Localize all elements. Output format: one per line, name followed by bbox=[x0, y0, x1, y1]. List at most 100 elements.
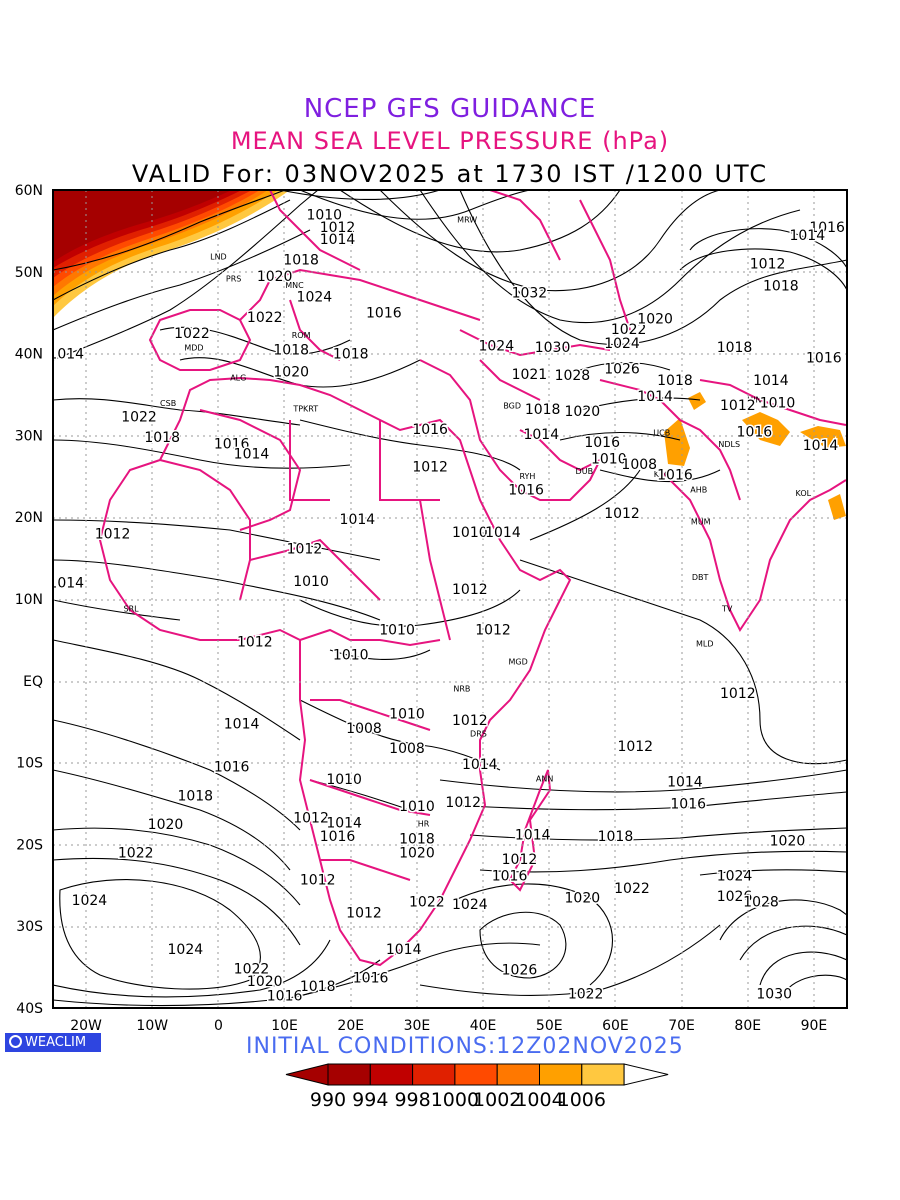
isobar-label: 1022 bbox=[118, 846, 154, 862]
isobar-label: 1018 bbox=[333, 347, 369, 363]
station-labels: MRW LND PRS MNC ROM MDD ALG CSB TPKRT BGD RYH DUB UC… bbox=[124, 216, 812, 829]
isobar-label: 1014 bbox=[224, 716, 260, 732]
isobar-label: 1016 bbox=[412, 422, 448, 438]
isobar-label: 1020 bbox=[247, 974, 283, 990]
isobar-label: 1022 bbox=[611, 322, 647, 338]
isobar-label: 1014 bbox=[326, 815, 362, 831]
station-code: LND bbox=[210, 253, 227, 262]
lat-label: 30N bbox=[15, 428, 43, 444]
isobar-label: 1016 bbox=[366, 306, 402, 322]
isobar-label: 1014 bbox=[48, 576, 84, 592]
lat-label: 30S bbox=[16, 919, 43, 935]
map-frame bbox=[52, 189, 848, 1009]
legend-label: 998 bbox=[394, 1089, 430, 1111]
lon-label: 60E bbox=[602, 1018, 629, 1034]
isobar-label: 1010 bbox=[591, 451, 627, 467]
isobar-labels: 1010101210141018102010241016103210221022… bbox=[48, 206, 847, 1006]
station-code: MNC bbox=[285, 281, 304, 290]
isobar-label: 1014 bbox=[803, 438, 839, 454]
isobar-label: 1010 bbox=[306, 208, 342, 224]
isobar-label: 1022 bbox=[234, 962, 270, 978]
isobar-label: 1020 bbox=[770, 833, 806, 849]
isobar-label: 1014 bbox=[667, 774, 703, 790]
isobar-label: 1018 bbox=[598, 829, 634, 845]
isobar-label: 1018 bbox=[144, 430, 180, 446]
isobar-label: 1012 bbox=[750, 257, 786, 273]
lat-label: 50N bbox=[15, 265, 43, 281]
station-code: SRL bbox=[124, 604, 140, 613]
station-code: TPKRT bbox=[292, 405, 318, 414]
isobar-label: 1012 bbox=[452, 582, 488, 598]
lon-label: 70E bbox=[668, 1018, 695, 1034]
isobar-label: 1022 bbox=[409, 895, 445, 911]
isobar-label: 1016 bbox=[353, 971, 389, 987]
lon-label: 40E bbox=[470, 1018, 497, 1034]
longitude-labels: 20W 10W 0 10E 20E 30E 40E 50E 60E 70E 80E 90E bbox=[70, 1018, 827, 1034]
station-code: MGD bbox=[509, 657, 528, 666]
isobar-label: 1010 bbox=[293, 574, 329, 590]
lon-label: 20E bbox=[337, 1018, 364, 1034]
legend-label: 1006 bbox=[558, 1089, 606, 1111]
lon-label: 20W bbox=[70, 1018, 102, 1034]
isobar-label: 1016 bbox=[492, 868, 528, 884]
isobar-label: 1010 bbox=[333, 648, 369, 664]
isobar-label: 1012 bbox=[412, 459, 448, 475]
isobar-label: 1012 bbox=[95, 527, 131, 543]
isobar-label: 1016 bbox=[584, 435, 620, 451]
station-code: KOL bbox=[796, 489, 812, 498]
station-code: BGD bbox=[503, 401, 521, 410]
isobar-label: 1010 bbox=[452, 525, 488, 541]
isobar-label: 1014 bbox=[789, 228, 825, 244]
isobar-label: 1020 bbox=[257, 269, 293, 285]
isobar-label: 1014 bbox=[523, 427, 559, 443]
isobar-label: 1014 bbox=[485, 525, 521, 541]
isobar-label: 1012 bbox=[346, 905, 382, 921]
isobar-label: 1014 bbox=[515, 828, 551, 844]
isobar-label: 1012 bbox=[475, 622, 511, 638]
isobar-label: 1030 bbox=[535, 340, 571, 356]
isobar-label: 1022 bbox=[121, 410, 157, 426]
isobar-label: 1020 bbox=[273, 365, 309, 381]
station-code: MDD bbox=[184, 343, 203, 352]
weaclim-logo: WEACLIM bbox=[5, 1033, 101, 1052]
isobar-label: 1022 bbox=[614, 881, 650, 897]
lat-label: 10N bbox=[15, 592, 43, 608]
lon-label: 90E bbox=[801, 1018, 828, 1034]
isobar-label: 1028 bbox=[555, 368, 591, 384]
isobar-label: 1024 bbox=[452, 897, 488, 913]
isobar-label: 1024 bbox=[72, 893, 108, 909]
lat-label: 40N bbox=[15, 347, 43, 363]
isobar-label: 1018 bbox=[273, 343, 309, 359]
isobar-label: 1018 bbox=[525, 402, 561, 418]
isobar-label: 1022 bbox=[247, 310, 283, 326]
isobar-label: 1024 bbox=[478, 338, 514, 354]
station-code: MUM bbox=[691, 518, 711, 527]
station-code: NDLS bbox=[718, 440, 740, 449]
isobar-label: 1010 bbox=[399, 799, 435, 815]
station-code: DBT bbox=[692, 573, 709, 582]
logo-circle-icon bbox=[9, 1035, 22, 1048]
station-code: KRC bbox=[654, 470, 670, 479]
legend-swatch bbox=[454, 1063, 498, 1086]
lon-label: 80E bbox=[734, 1018, 761, 1034]
lat-label: 20S bbox=[16, 837, 43, 853]
station-code: ROM bbox=[292, 331, 311, 340]
isobar-label: 1024 bbox=[297, 289, 333, 305]
isobar-label: 1020 bbox=[565, 404, 601, 420]
station-code: HR bbox=[418, 819, 430, 828]
isobar-label: 1012 bbox=[720, 686, 756, 702]
legend-label: 1000 bbox=[431, 1089, 479, 1111]
lon-label: 10W bbox=[136, 1018, 168, 1034]
isobar-label: 1008 bbox=[621, 457, 657, 473]
station-code: TV bbox=[721, 604, 733, 613]
legend-swatch bbox=[539, 1063, 583, 1086]
lon-label: 30E bbox=[404, 1018, 431, 1034]
legend-label: 1004 bbox=[515, 1089, 563, 1111]
isobar-label: 1010 bbox=[379, 622, 415, 638]
isobar-label: 1012 bbox=[445, 795, 481, 811]
graticule bbox=[53, 190, 847, 1008]
country-borders bbox=[98, 190, 847, 967]
station-code: CSB bbox=[160, 399, 176, 408]
isobar-label: 1016 bbox=[657, 468, 693, 484]
